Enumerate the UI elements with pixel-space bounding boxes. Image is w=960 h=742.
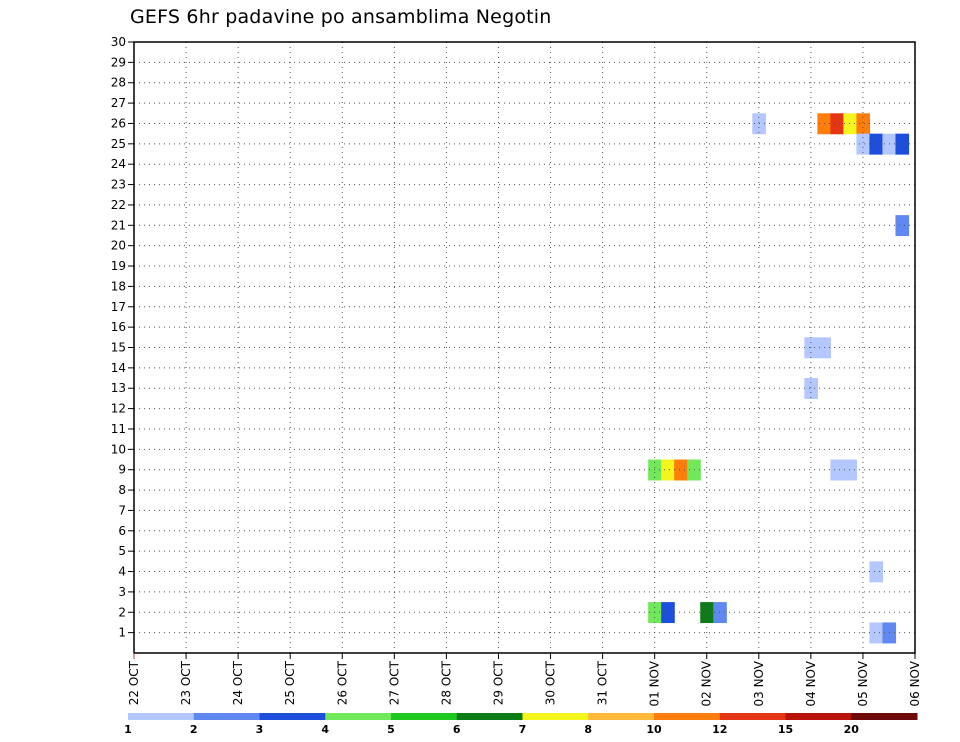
heatmap-cell: [804, 378, 818, 400]
colorbar-label: 3: [256, 723, 264, 736]
x-axis: 22 OCT 23 OCT 24 OCT 25 OCT 26 OCT 27 OCT 28 O…: [127, 653, 922, 707]
y-tick-label: 18: [111, 279, 126, 293]
y-tick-label: 2: [118, 605, 126, 619]
colorbar-label: 20: [844, 723, 860, 736]
heatmap-cell: [856, 113, 871, 135]
y-tick-label: 16: [111, 320, 126, 334]
colorbar: 1 2 3 4 5 6 7 8 10 12 15 20: [124, 713, 918, 736]
x-tick-label: 27 OCT: [387, 660, 401, 705]
colorbar-label: 1: [124, 723, 132, 736]
chart-title: GEFS 6hr padavine po ansamblima Negotin: [130, 6, 552, 28]
x-tick-label: 22 OCT: [127, 660, 141, 705]
heatmap-cell: [830, 459, 845, 481]
x-tick-label: 30 OCT: [544, 660, 558, 705]
heatmap-cell: [713, 602, 727, 624]
y-tick-label: 13: [111, 381, 126, 395]
y-tick-label: 21: [111, 218, 126, 232]
y-tick-label: 28: [111, 76, 126, 90]
colorbar-label: 4: [321, 723, 329, 736]
colorbar-label: 6: [453, 723, 461, 736]
heatmap-cell: [843, 459, 858, 481]
colorbar-swatch: [719, 713, 786, 720]
y-tick-label: 27: [111, 96, 126, 110]
heatmap-cell: [869, 622, 884, 644]
y-tick-label: 4: [118, 565, 126, 579]
y-tick-label: 14: [111, 361, 126, 375]
heatmap-cell: [869, 133, 884, 155]
y-tick-label: 9: [118, 463, 126, 477]
colorbar-swatch: [522, 713, 589, 720]
colorbar-swatch: [785, 713, 852, 720]
colorbar-swatch: [128, 713, 195, 720]
grid-layer: [133, 41, 916, 653]
colorbar-swatch: [851, 713, 918, 720]
x-tick-label: 04 NOV: [804, 660, 818, 706]
colorbar-label: 2: [190, 723, 198, 736]
y-tick-label: 10: [111, 442, 126, 456]
colorbar-label: 12: [712, 723, 727, 736]
y-tick-label: 24: [111, 157, 126, 171]
y-tick-label: 22: [111, 198, 126, 212]
colorbar-label: 15: [778, 723, 793, 736]
x-tick-label: 03 NOV: [752, 660, 766, 706]
colorbar-swatch: [391, 713, 458, 720]
heatmap-cell: [856, 133, 871, 155]
x-tick-label: 05 NOV: [856, 660, 870, 706]
y-tick-label: 8: [118, 483, 126, 497]
heatmap-cell: [895, 133, 910, 155]
cells-layer: [648, 113, 910, 644]
x-tick-label: 02 NOV: [700, 660, 714, 706]
heatmap-cell: [869, 561, 884, 583]
x-tick-label: 01 NOV: [648, 660, 662, 706]
y-tick-label: 3: [118, 585, 126, 599]
colorbar-swatch: [325, 713, 392, 720]
colorbar-swatch: [588, 713, 655, 720]
y-tick-label: 25: [111, 137, 126, 151]
colorbar-swatch: [259, 713, 326, 720]
x-tick-label: 29 OCT: [491, 660, 505, 705]
x-tick-label: 26 OCT: [335, 660, 349, 705]
heatmap-cell: [843, 113, 858, 135]
colorbar-label: 5: [387, 723, 395, 736]
colorbar-label: 8: [584, 723, 592, 736]
y-tick-label: 15: [111, 341, 126, 355]
x-tick-label: 24 OCT: [231, 660, 245, 705]
y-tick-label: 20: [111, 239, 126, 253]
y-tick-label: 1: [118, 626, 126, 640]
colorbar-label: 10: [646, 723, 662, 736]
y-tick-label: 6: [118, 524, 126, 538]
y-axis: 1234567891011121314151617181920212223242…: [111, 35, 134, 640]
y-tick-label: 5: [118, 544, 126, 558]
heatmap-cell: [830, 113, 845, 135]
y-tick-label: 19: [111, 259, 126, 273]
colorbar-label: 7: [519, 723, 527, 736]
y-tick-label: 29: [111, 55, 126, 69]
heatmap-cell: [895, 215, 910, 237]
x-tick-label: 28 OCT: [439, 660, 453, 705]
x-tick-label: 31 OCT: [596, 660, 610, 705]
y-tick-label: 26: [111, 116, 126, 130]
colorbar-swatch: [654, 713, 721, 720]
y-tick-label: 23: [111, 178, 126, 192]
y-tick-label: 11: [111, 422, 126, 436]
y-tick-label: 30: [111, 35, 126, 49]
colorbar-swatch: [456, 713, 523, 720]
heatmap-cell: [661, 602, 675, 624]
colorbar-swatch: [193, 713, 260, 720]
y-tick-label: 7: [118, 503, 126, 517]
heatmap-cell: [674, 459, 688, 481]
x-tick-label: 25 OCT: [283, 660, 297, 705]
y-tick-label: 17: [111, 300, 126, 314]
x-tick-label: 23 OCT: [179, 660, 193, 705]
heatmap-cell: [661, 459, 675, 481]
y-tick-label: 12: [111, 402, 126, 416]
x-tick-label: 06 NOV: [908, 660, 922, 706]
